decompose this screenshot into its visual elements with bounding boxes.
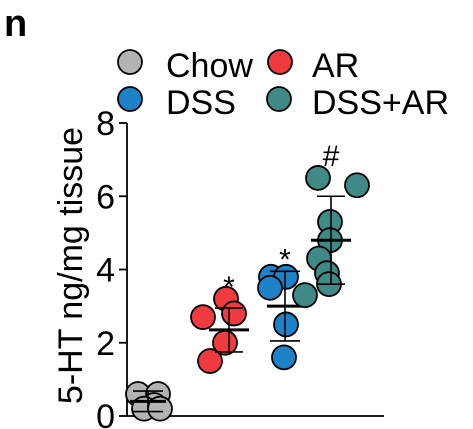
data-layer: * * # (125, 140, 370, 422)
legend: Chow AR DSS DSS+AR (117, 47, 449, 122)
legend-item-ar: AR (267, 47, 359, 85)
data-point-dss (273, 311, 299, 338)
legend-item-dss: DSS (117, 84, 236, 122)
y-axis-title: 5-HT ng/mg tissue (52, 127, 90, 404)
data-point-ar (197, 348, 223, 374)
y-tick-label-2: 2 (96, 325, 115, 363)
group-dss-plus-ar: # (292, 140, 370, 309)
panel-label: n (4, 3, 27, 45)
significance-mark-dss: * (279, 243, 291, 276)
y-tick-label-8: 8 (96, 105, 115, 143)
data-point-dss-plus-ar (344, 172, 370, 199)
legend-marker-dss (117, 86, 143, 112)
y-tick-label-4: 4 (96, 252, 115, 290)
legend-marker-dss-plus-ar (266, 86, 292, 112)
group-chow (125, 381, 173, 422)
legend-marker-chow (117, 49, 143, 75)
data-point-dss-plus-ar (292, 282, 318, 309)
legend-label-ar: AR (312, 47, 359, 85)
y-tick-label-6: 6 (96, 178, 115, 216)
significance-mark-dss-plus-ar: # (323, 140, 340, 173)
legend-label-dss: DSS (166, 84, 236, 122)
legend-item-chow: Chow (117, 47, 253, 85)
legend-label-chow: Chow (166, 47, 253, 85)
data-point-ar (190, 304, 216, 331)
data-point-dss (257, 274, 283, 301)
data-point-ar (221, 300, 247, 327)
y-tick-label-0: 0 (96, 398, 115, 429)
legend-item-dss-plus-ar: DSS+AR (266, 84, 449, 122)
significance-mark-ar: * (223, 271, 235, 304)
group-dss: * (257, 243, 303, 371)
data-point-dss-plus-ar (305, 165, 331, 191)
data-point-dss (271, 344, 297, 371)
group-ar: * (190, 271, 249, 374)
legend-label-dss-plus-ar: DSS+AR (312, 84, 449, 122)
y-axis: 0 2 4 6 85-HT ng/mg tissue (52, 105, 384, 429)
legend-marker-ar (267, 49, 293, 75)
